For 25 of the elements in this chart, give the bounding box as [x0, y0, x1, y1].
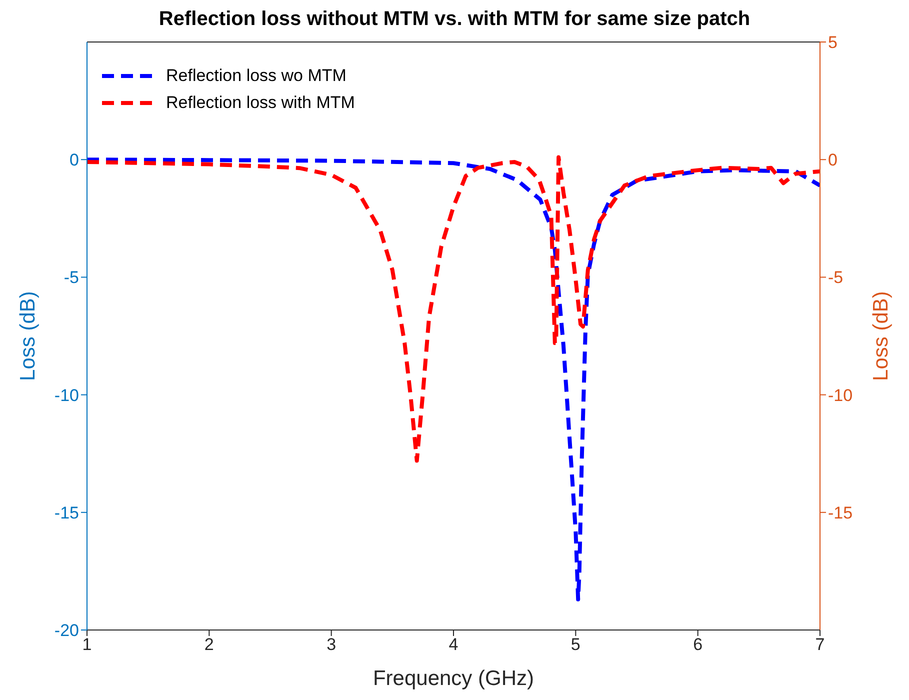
x-tick-label: 1 [82, 635, 92, 654]
x-tick-label: 3 [326, 635, 336, 654]
y-tick-label: -15 [54, 503, 79, 522]
y2-tick-label: 5 [828, 33, 838, 52]
x-tick-label: 7 [815, 635, 825, 654]
y-tick-label: 0 [70, 150, 79, 170]
y-tick-label: -5 [64, 268, 79, 288]
x-tick-label: 6 [693, 635, 703, 654]
line-series [87, 155, 820, 463]
y2-tick-label: -10 [828, 386, 853, 405]
y-axis-title: Loss (dB) [16, 291, 40, 381]
y-tick-label: -20 [54, 621, 79, 640]
y2-tick-label: 0 [828, 150, 838, 170]
x-tick-label: 4 [448, 635, 458, 654]
line-series [87, 158, 820, 602]
x-tick-label: 5 [570, 635, 580, 654]
legend-label: Reflection loss wo MTM [166, 66, 346, 86]
x-tick-label: 2 [204, 635, 214, 654]
chart-title: Reflection loss without MTM vs. with MTM for same size patch [158, 8, 752, 31]
y2-tick-label: -15 [828, 503, 853, 522]
y2-tick-label: -5 [828, 268, 844, 288]
y-tick-label: -10 [54, 386, 79, 405]
y2-axis-title: Loss (dB) [869, 291, 892, 381]
legend-label: Reflection loss with MTM [166, 92, 355, 112]
x-axis-title: Frequency (GHz) [372, 667, 534, 690]
